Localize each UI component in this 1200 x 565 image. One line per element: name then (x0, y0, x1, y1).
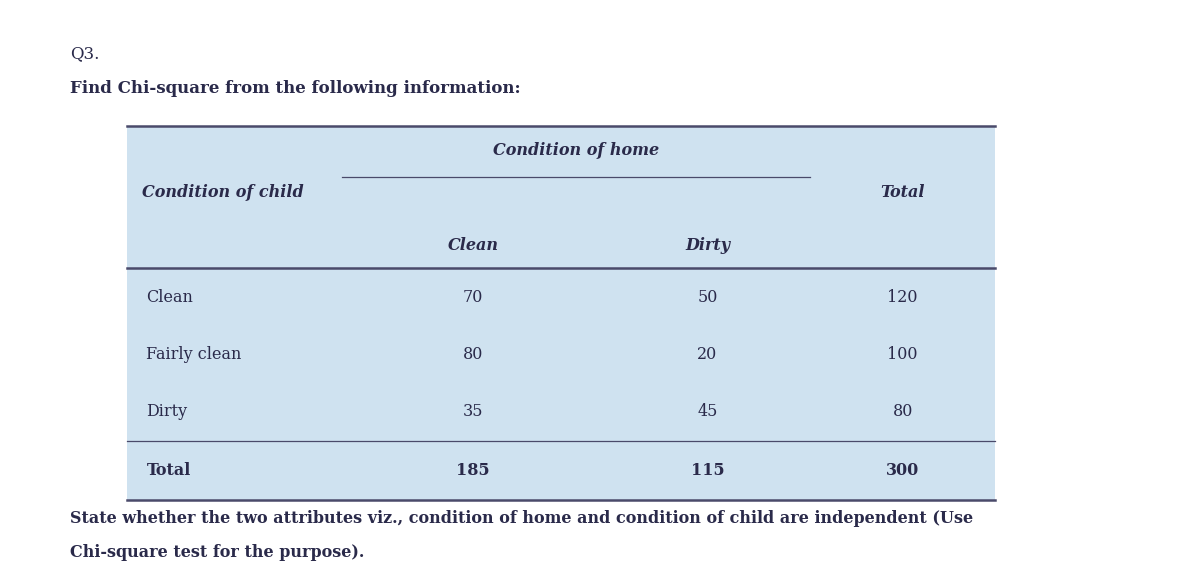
Text: Find Chi-square from the following information:: Find Chi-square from the following infor… (71, 80, 521, 97)
Text: Condition of child: Condition of child (142, 184, 304, 201)
Text: 80: 80 (893, 403, 913, 420)
Bar (127, 127, 996, 500)
Text: 20: 20 (697, 346, 718, 363)
Text: Condition of home: Condition of home (493, 142, 659, 159)
Text: 115: 115 (691, 462, 725, 479)
Text: 35: 35 (463, 403, 484, 420)
Text: 100: 100 (888, 346, 918, 363)
Text: Clean: Clean (146, 289, 193, 306)
Text: Dirty: Dirty (685, 237, 730, 254)
Text: 120: 120 (888, 289, 918, 306)
Text: Fairly clean: Fairly clean (146, 346, 241, 363)
Text: State whether the two attributes viz., condition of home and condition of child : State whether the two attributes viz., c… (71, 510, 973, 527)
Text: Clean: Clean (448, 237, 499, 254)
Text: 80: 80 (463, 346, 484, 363)
Text: 185: 185 (456, 462, 490, 479)
Text: 45: 45 (697, 403, 718, 420)
Text: Q3.: Q3. (71, 45, 100, 62)
Text: 70: 70 (463, 289, 484, 306)
Text: 50: 50 (697, 289, 718, 306)
Text: Dirty: Dirty (146, 403, 187, 420)
Text: Chi-square test for the purpose).: Chi-square test for the purpose). (71, 544, 365, 561)
Text: 300: 300 (886, 462, 919, 479)
Text: Total: Total (881, 184, 925, 201)
Text: Total: Total (146, 462, 191, 479)
